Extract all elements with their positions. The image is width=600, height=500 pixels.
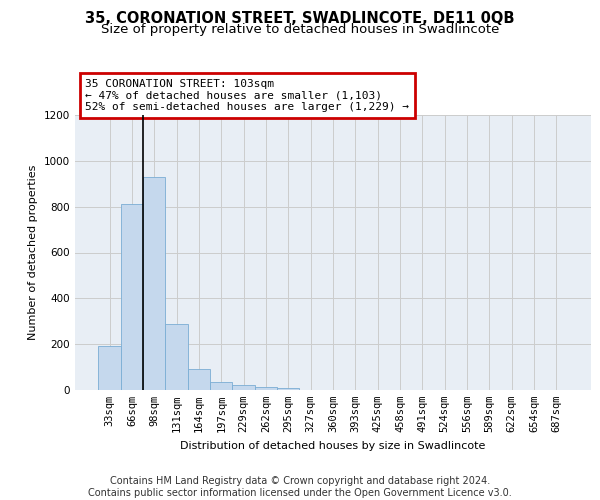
Text: Size of property relative to detached houses in Swadlincote: Size of property relative to detached ho… <box>101 22 499 36</box>
Bar <box>143 177 166 390</box>
Y-axis label: Number of detached properties: Number of detached properties <box>28 165 38 340</box>
Bar <box>121 204 143 390</box>
Text: 35 CORONATION STREET: 103sqm
← 47% of detached houses are smaller (1,103)
52% of: 35 CORONATION STREET: 103sqm ← 47% of de… <box>85 79 409 112</box>
Bar <box>277 388 299 390</box>
Bar <box>232 386 255 390</box>
Bar <box>255 386 277 390</box>
Text: 35, CORONATION STREET, SWADLINCOTE, DE11 0QB: 35, CORONATION STREET, SWADLINCOTE, DE11… <box>85 11 515 26</box>
Bar <box>188 370 210 390</box>
X-axis label: Distribution of detached houses by size in Swadlincote: Distribution of detached houses by size … <box>181 440 485 450</box>
Bar <box>210 382 232 390</box>
Bar <box>166 324 188 390</box>
Text: Contains HM Land Registry data © Crown copyright and database right 2024.
Contai: Contains HM Land Registry data © Crown c… <box>88 476 512 498</box>
Bar <box>98 346 121 390</box>
